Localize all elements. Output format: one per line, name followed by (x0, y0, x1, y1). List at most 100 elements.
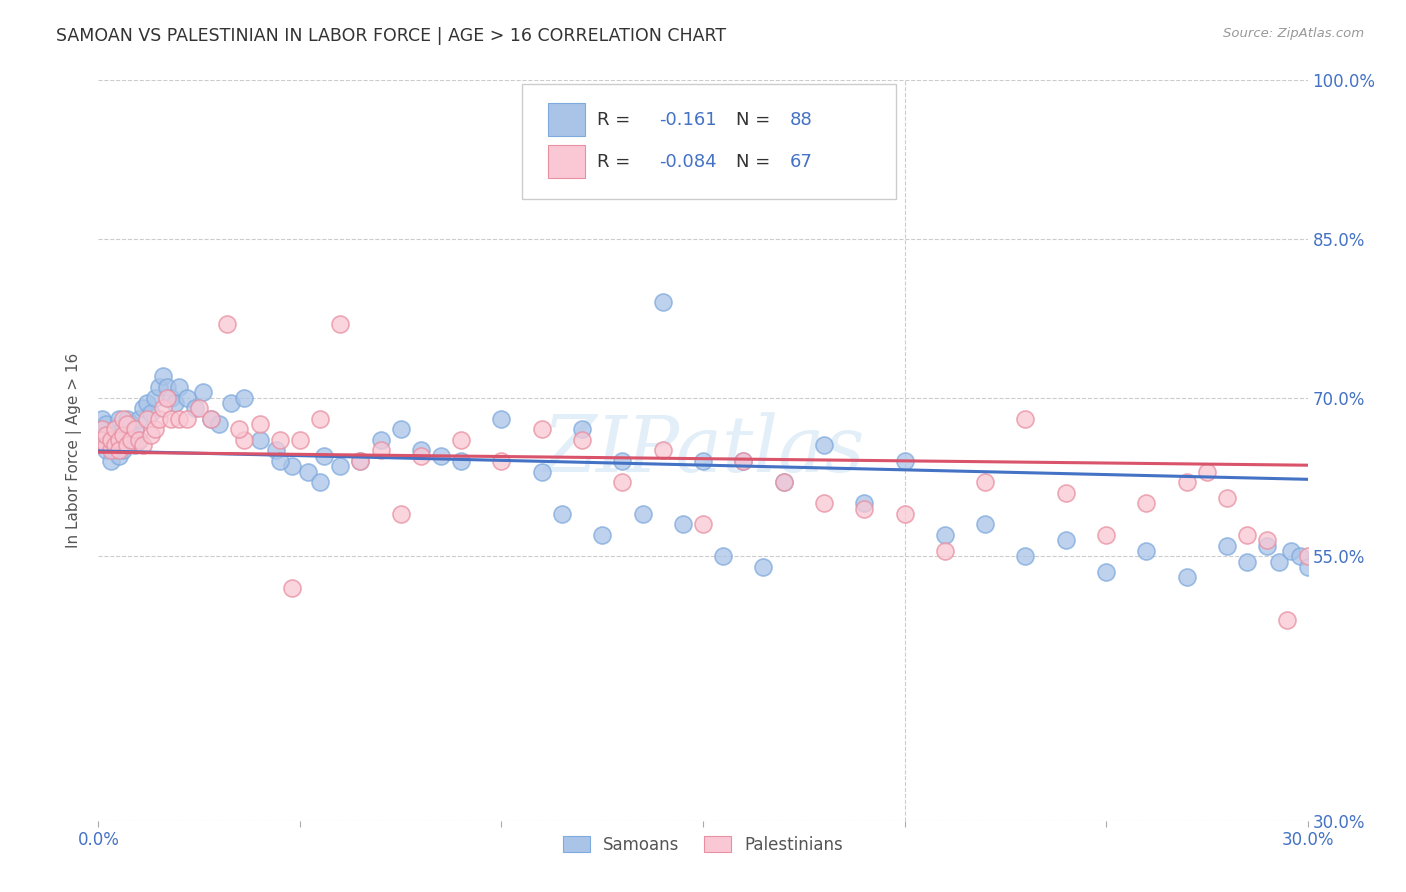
Point (530, 465, 553, 479)
Point (176, 411, 198, 425)
Point (100, 433, 122, 447)
Legend: Samoans, Palestinians: Samoans, Palestinians (557, 829, 849, 861)
Point (160, 391, 183, 405)
Point (152, 369, 174, 384)
Point (103, 438, 125, 452)
Point (103, 422, 125, 436)
Point (132, 401, 155, 416)
Point (100, 454, 122, 468)
Point (430, 449, 453, 463)
Point (692, 517, 714, 532)
Point (893, 507, 915, 521)
Point (772, 475, 794, 490)
Point (156, 380, 179, 394)
Point (349, 454, 371, 468)
Point (167, 380, 190, 394)
Point (1014, 411, 1036, 425)
Text: 88: 88 (790, 111, 813, 128)
Point (491, 454, 513, 468)
Point (1216, 539, 1239, 553)
Point (100, 438, 122, 452)
Point (370, 443, 392, 458)
Point (1054, 485, 1077, 500)
Point (107, 443, 129, 458)
FancyBboxPatch shape (522, 84, 897, 199)
Point (1175, 475, 1198, 490)
Point (651, 443, 673, 458)
Point (612, 454, 634, 468)
Point (752, 559, 775, 574)
Point (188, 401, 211, 416)
Point (853, 496, 876, 510)
Point (107, 411, 129, 425)
Point (124, 438, 146, 452)
Point (1277, 613, 1299, 627)
Text: N =: N = (735, 153, 770, 170)
Point (111, 427, 134, 442)
Point (1268, 554, 1291, 569)
Point (91, 422, 114, 436)
Y-axis label: In Labor Force | Age > 16: In Labor Force | Age > 16 (66, 353, 83, 548)
Point (1281, 544, 1303, 558)
Point (934, 528, 956, 542)
Point (1195, 465, 1218, 479)
Point (1288, 549, 1310, 564)
Text: ZIPatlas: ZIPatlas (541, 412, 865, 489)
Point (148, 411, 170, 425)
Point (200, 411, 222, 425)
Point (1135, 496, 1157, 510)
Point (1175, 570, 1198, 584)
Point (591, 528, 613, 542)
Text: 67: 67 (790, 153, 813, 170)
Point (152, 401, 174, 416)
Point (733, 454, 755, 468)
Text: Source: ZipAtlas.com: Source: ZipAtlas.com (1223, 27, 1364, 40)
Point (232, 391, 254, 405)
Point (111, 443, 134, 458)
Point (309, 475, 332, 490)
Point (100, 443, 122, 458)
Point (264, 443, 287, 458)
Point (91, 422, 114, 436)
Point (288, 433, 311, 447)
Point (128, 433, 150, 447)
Point (91, 433, 114, 447)
Point (120, 427, 142, 442)
Point (96, 438, 118, 452)
Point (389, 422, 412, 436)
Point (96, 417, 118, 431)
Point (853, 501, 876, 516)
Point (143, 391, 166, 405)
Point (530, 422, 553, 436)
Point (450, 454, 472, 468)
Point (193, 385, 215, 400)
Point (103, 433, 125, 447)
Point (217, 317, 239, 331)
Point (128, 411, 150, 425)
Point (631, 507, 654, 521)
Point (349, 454, 371, 468)
Point (772, 475, 794, 490)
Point (143, 422, 166, 436)
Point (100, 427, 122, 442)
Point (370, 433, 392, 447)
Text: SAMOAN VS PALESTINIAN IN LABOR FORCE | AGE > 16 CORRELATION CHART: SAMOAN VS PALESTINIAN IN LABOR FORCE | A… (56, 27, 727, 45)
Point (139, 406, 162, 420)
Point (974, 517, 997, 532)
Point (103, 422, 125, 436)
FancyBboxPatch shape (548, 103, 585, 136)
Point (491, 411, 513, 425)
Point (269, 454, 291, 468)
FancyBboxPatch shape (548, 145, 585, 178)
Point (813, 438, 835, 452)
Point (974, 475, 997, 490)
Point (228, 422, 250, 436)
Point (135, 396, 157, 410)
Point (1135, 544, 1157, 558)
Text: N =: N = (735, 111, 770, 128)
Point (107, 433, 129, 447)
Point (651, 295, 673, 310)
Point (115, 417, 138, 431)
Point (329, 459, 352, 474)
Point (107, 438, 129, 452)
